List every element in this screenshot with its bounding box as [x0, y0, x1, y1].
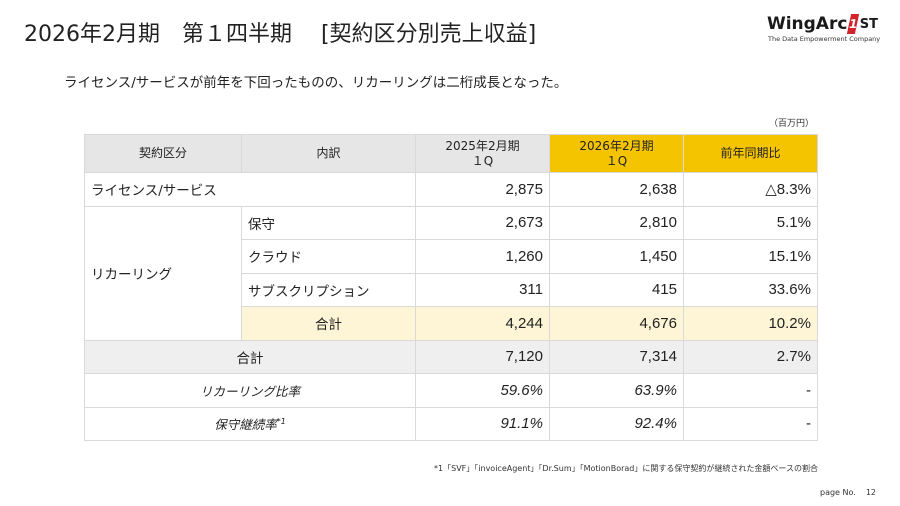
company-logo: WingArc 1 ST The Data Empowerment Compan…	[766, 14, 881, 54]
total-label: 合計	[84, 339, 416, 374]
header-detail: 内訳	[241, 134, 416, 173]
maintenance-rate-curr: 92.4%	[549, 406, 684, 441]
total-curr: 7,314	[549, 339, 684, 374]
cloud-yoy: 15.1%	[683, 239, 818, 274]
cloud-prev: 1,260	[415, 239, 550, 274]
table-row-subscription: サブスクリプション 311 415 33.6%	[85, 272, 818, 307]
table-row-cloud: クラウド 1,260 1,450 15.1%	[85, 239, 818, 274]
header-curr-period: 2026年2月期 １Q	[549, 134, 684, 173]
maintenance-rate-yoy: -	[683, 406, 818, 441]
summary-text: ライセンス/サービスが前年を下回ったものの、リカーリングは二桁成長となった。	[64, 75, 568, 91]
logo-wordmark: WingArc	[766, 14, 848, 34]
maintenance-rate-label-cell: 保守継続率*1	[84, 406, 416, 441]
recurring-ratio-yoy: -	[683, 373, 818, 408]
table-row-maintenance-rate: 保守継続率*1 91.1% 92.4% -	[84, 406, 818, 441]
page-number: page No. 12	[820, 488, 876, 497]
header-yoy: 前年同期比	[683, 134, 818, 173]
license-label: ライセンス/サービス	[84, 172, 416, 207]
license-yoy: △8.3%	[683, 172, 818, 207]
table-row-total: 合計 7,120 7,314 2.7%	[84, 339, 818, 374]
recurring-ratio-label: リカーリング比率	[84, 373, 416, 408]
maintenance-rate-label: 保守継続率	[214, 417, 277, 433]
page-number-value: 12	[865, 488, 876, 497]
table-row-license: ライセンス/サービス 2,875 2,638 △8.3%	[84, 172, 818, 207]
subscription-label: サブスクリプション	[241, 272, 416, 307]
logo-mark-icon: 1	[847, 14, 860, 34]
page-number-label: page No.	[820, 488, 856, 497]
maintenance-label: 保守	[241, 205, 416, 240]
license-prev: 2,875	[415, 172, 550, 207]
header-category: 契約区分	[84, 134, 242, 173]
recurring-subtotal-yoy: 10.2%	[683, 306, 818, 341]
footnote-mark: *1	[276, 417, 286, 427]
page-title: 2026年2月期 第１四半期 [契約区分別売上収益]	[24, 22, 537, 47]
maintenance-yoy: 5.1%	[683, 205, 818, 240]
footnote: *1「SVF」「invoiceAgent」「Dr.Sum」「MotionBora…	[434, 464, 818, 473]
recurring-ratio-curr: 63.9%	[549, 373, 684, 408]
table-row-recurring-ratio: リカーリング比率 59.6% 63.9% -	[84, 373, 818, 408]
logo-tagline: The Data Empowerment Company	[768, 35, 881, 43]
total-yoy: 2.7%	[683, 339, 818, 374]
maintenance-prev: 2,673	[415, 205, 550, 240]
license-curr: 2,638	[549, 172, 684, 207]
cloud-label: クラウド	[241, 239, 416, 274]
recurring-ratio-prev: 59.6%	[415, 373, 550, 408]
table-header-row: 契約区分 内訳 2025年2月期 １Q 2026年2月期 １Q 前年同期比	[84, 134, 818, 173]
recurring-label: リカーリング	[84, 205, 242, 341]
recurring-subtotal-curr: 4,676	[549, 306, 684, 341]
revenue-table: 契約区分 内訳 2025年2月期 １Q 2026年2月期 １Q 前年同期比 ライ…	[84, 134, 818, 441]
table-row-recurring-subtotal: 合計 4,244 4,676 10.2%	[85, 306, 818, 341]
maintenance-rate-prev: 91.1%	[415, 406, 550, 441]
subscription-yoy: 33.6%	[683, 272, 818, 307]
subscription-prev: 311	[415, 272, 550, 307]
cloud-curr: 1,450	[549, 239, 684, 274]
header-prev-period: 2025年2月期 １Q	[415, 134, 550, 173]
total-prev: 7,120	[415, 339, 550, 374]
unit-label: （百万円）	[768, 119, 814, 129]
logo-suffix: ST	[859, 16, 878, 32]
subscription-curr: 415	[549, 272, 684, 307]
table-row-maintenance: リカーリング 保守 2,673 2,810 5.1%	[84, 205, 818, 341]
recurring-subtotal-label: 合計	[241, 306, 416, 341]
maintenance-curr: 2,810	[549, 205, 684, 240]
recurring-subtotal-prev: 4,244	[415, 306, 550, 341]
